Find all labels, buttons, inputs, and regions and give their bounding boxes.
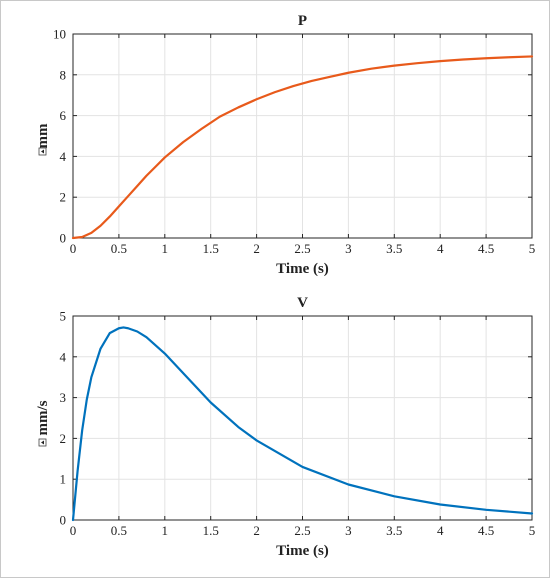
chart-v: 0 0.5 1 1.5 2 2.5 3 3.5 4 4.5 5 0 1 2 3 4 5 V Time (s) mm/s bbox=[35, 295, 535, 559]
x-tick-label: 2.5 bbox=[294, 241, 310, 256]
x-tick-label: 4.5 bbox=[478, 523, 494, 538]
y-tick-label: 1 bbox=[60, 472, 67, 487]
x-tick-label: 3 bbox=[345, 241, 352, 256]
x-axis-label: Time (s) bbox=[276, 261, 329, 277]
y-axis-label: mm bbox=[35, 123, 51, 148]
x-tick-label: 2 bbox=[253, 523, 260, 538]
chart-p: 0 0.5 1 1.5 2 2.5 3 3.5 4 4.5 5 0 2 4 6 8 10 P Time (s) mm bbox=[35, 13, 535, 277]
x-tick-label: 3 bbox=[345, 523, 352, 538]
x-tick-label: 0 bbox=[70, 241, 77, 256]
x-tick-label: 4 bbox=[437, 241, 444, 256]
y-tick-label: 10 bbox=[53, 27, 66, 42]
x-tick-label: 1.5 bbox=[203, 523, 219, 538]
y-tick-label: 8 bbox=[60, 67, 67, 82]
x-tick-label: 0.5 bbox=[111, 523, 127, 538]
x-tick-label: 1 bbox=[162, 241, 169, 256]
y-tick-label: 2 bbox=[60, 431, 67, 446]
x-tick-label: 2.5 bbox=[294, 523, 310, 538]
y-axis-label: mm/s bbox=[35, 400, 51, 435]
x-tick-label: 0 bbox=[70, 523, 77, 538]
y-tick-label: 4 bbox=[60, 349, 67, 364]
y-tick-label: 6 bbox=[60, 108, 67, 123]
y-tick-label: 3 bbox=[60, 390, 67, 405]
x-tick-label: 5 bbox=[529, 523, 536, 538]
x-tick-label: 3.5 bbox=[386, 241, 402, 256]
x-axis-label: Time (s) bbox=[276, 543, 329, 559]
axis-marker-arrow bbox=[41, 440, 44, 445]
x-tick-label: 1.5 bbox=[203, 241, 219, 256]
x-tick-label: 4 bbox=[437, 523, 444, 538]
x-tick-label: 2 bbox=[253, 241, 260, 256]
y-tick-label: 4 bbox=[60, 149, 67, 164]
series-line bbox=[71, 326, 534, 522]
y-tick-label: 0 bbox=[60, 231, 67, 246]
x-tick-label: 1 bbox=[162, 523, 169, 538]
chart-title: P bbox=[298, 13, 307, 29]
series-line bbox=[71, 55, 534, 240]
x-tick-label: 4.5 bbox=[478, 241, 494, 256]
chart-title: V bbox=[297, 295, 308, 311]
axis-marker-arrow bbox=[41, 149, 44, 154]
x-tick-label: 5 bbox=[529, 241, 536, 256]
x-tick-label: 3.5 bbox=[386, 523, 402, 538]
y-tick-label: 5 bbox=[60, 309, 67, 324]
y-tick-label: 2 bbox=[60, 190, 67, 205]
x-tick-label: 0.5 bbox=[111, 241, 127, 256]
y-tick-label: 0 bbox=[60, 513, 67, 528]
